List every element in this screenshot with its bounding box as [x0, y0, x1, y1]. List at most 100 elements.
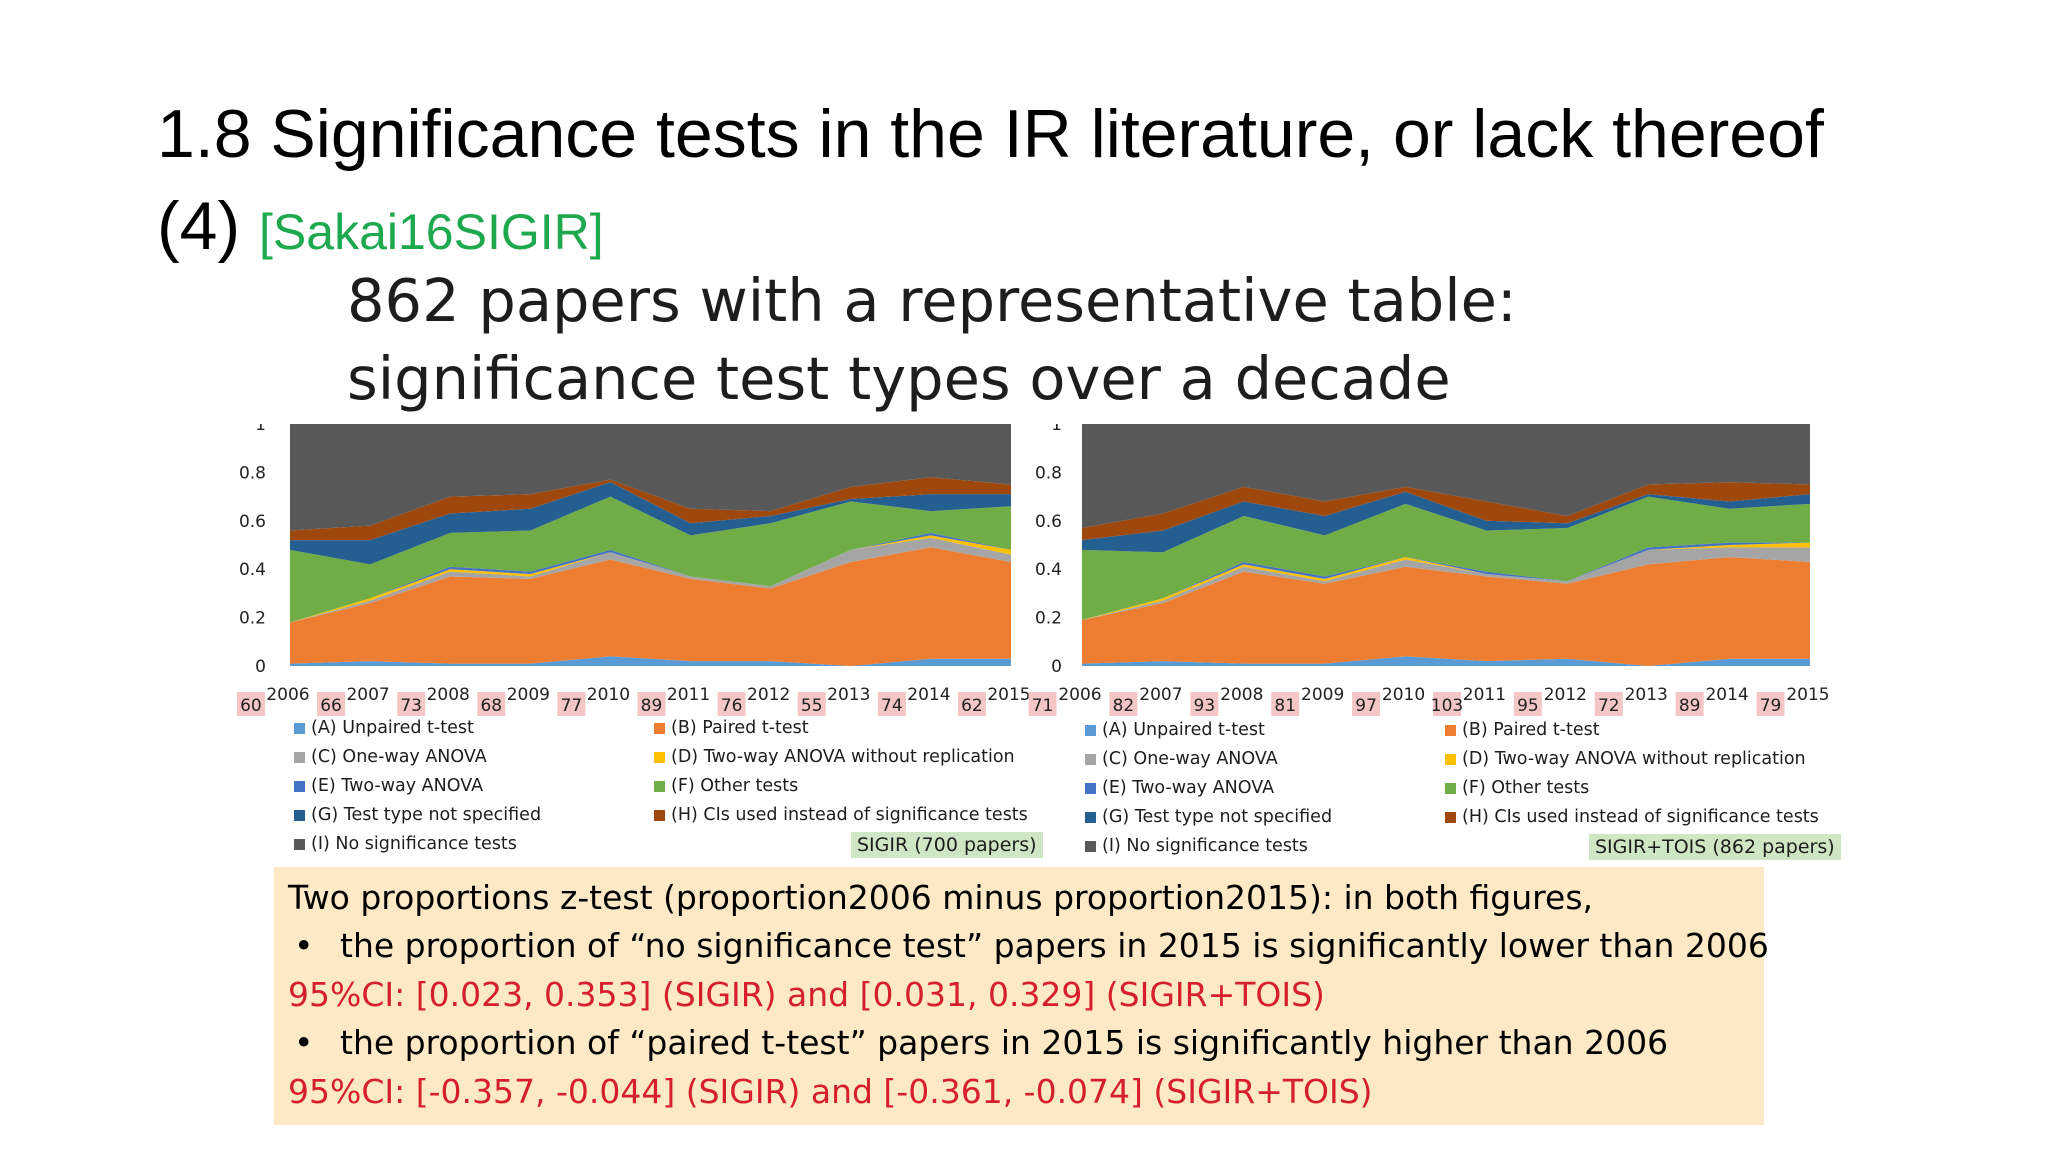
legend-label: (I) No significance tests	[311, 834, 517, 854]
legend-swatch	[294, 839, 305, 850]
x-tick-label: 2011	[667, 685, 710, 705]
y-tick-label: 0.8	[1035, 463, 1062, 483]
bullet-2: •	[294, 1023, 314, 1062]
legend-label: (E) Two-way ANOVA	[311, 776, 484, 796]
legend-item-G: (G) Test type not specified	[1085, 803, 1332, 832]
count-label: 79	[1760, 696, 1782, 716]
x-tick-label: 2007	[346, 685, 389, 705]
figure-panel: 862 papers with a representative table: …	[232, 262, 1854, 1130]
legend-swatch	[654, 810, 665, 821]
count-badge	[1594, 692, 1623, 716]
count-label: 73	[400, 696, 422, 716]
count-label: 55	[801, 696, 823, 716]
count-label: 66	[320, 696, 342, 716]
y-tick-label: 0	[255, 657, 266, 677]
area-series-C	[290, 537, 1011, 623]
legend-label: (H) CIs used instead of significance tes…	[671, 805, 1028, 825]
y-tick-label: 0.4	[1035, 560, 1062, 580]
legend-swatch	[294, 723, 305, 734]
legend-swatch	[1445, 754, 1456, 765]
legend-label: (H) CIs used instead of significance tes…	[1462, 807, 1819, 827]
charts-svg: 00.20.40.60.8120066020076620087320096820…	[236, 424, 1830, 716]
x-tick-label: 2009	[507, 685, 550, 705]
count-badge	[1028, 692, 1057, 716]
legend-item-A: (A) Unpaired t-test	[294, 714, 474, 743]
citation: [Sakai16SIGIR]	[259, 204, 604, 260]
x-tick-label: 2012	[747, 685, 790, 705]
slide-title: 1.8 Significance tests in the IR literat…	[157, 88, 1957, 278]
y-tick-label: 0.4	[239, 560, 266, 580]
legend-label: (I) No significance tests	[1102, 836, 1308, 856]
summary-point-1-text: the proportion of “no significance test”…	[340, 926, 1769, 965]
count-label: 72	[1598, 696, 1620, 716]
legend-item-A: (A) Unpaired t-test	[1085, 716, 1265, 745]
count-badge	[317, 692, 346, 716]
bullet-1: •	[294, 926, 314, 965]
legend-item-I: (I) No significance tests	[1085, 832, 1308, 861]
legend-swatch	[1085, 783, 1096, 794]
area-series-F	[290, 496, 1011, 623]
legend-label: (F) Other tests	[671, 776, 799, 796]
count-badge	[637, 692, 666, 716]
count-label: 97	[1355, 696, 1377, 716]
area-series-H	[290, 477, 1011, 541]
count-badge	[1109, 692, 1138, 716]
x-tick-label: 2008	[427, 685, 470, 705]
count-badge	[1756, 692, 1785, 716]
y-tick-label: 0.6	[1035, 512, 1062, 532]
x-tick-label: 2015	[987, 685, 1030, 705]
figure-heading: 862 papers with a representative table: …	[347, 262, 1517, 418]
count-badge	[557, 692, 586, 716]
legend-item-C: (C) One-way ANOVA	[1085, 745, 1278, 774]
legend-swatch	[294, 752, 305, 763]
count-label: 77	[561, 696, 583, 716]
summary-point-2: • the proportion of “paired t-test” paper…	[288, 1019, 1668, 1067]
legend-item-I: (I) No significance tests	[294, 830, 517, 859]
count-label: 95	[1517, 696, 1539, 716]
count-badge	[717, 692, 746, 716]
count-label: 76	[721, 696, 743, 716]
legend-item-F: (F) Other tests	[1445, 774, 1589, 803]
x-tick-label: 2013	[1625, 685, 1668, 705]
legend-swatch	[1085, 841, 1096, 852]
x-tick-label: 2010	[587, 685, 630, 705]
x-tick-label: 2015	[1786, 685, 1829, 705]
legend-swatch	[1445, 812, 1456, 823]
area-series-A	[1082, 656, 1810, 666]
x-tick-label: 2006	[266, 685, 309, 705]
y-tick-label: 0	[1051, 657, 1062, 677]
area-series-I	[290, 424, 1011, 531]
count-badge	[957, 692, 986, 716]
count-label: 60	[240, 696, 262, 716]
count-badge	[397, 692, 426, 716]
figure-heading-line1: 862 papers with a representative table:	[347, 266, 1517, 335]
legend-swatch	[654, 723, 665, 734]
area-series-F	[1082, 496, 1810, 621]
chart-tag-sigir: SIGIR (700 papers)	[851, 832, 1043, 858]
y-tick-label: 1	[255, 424, 266, 435]
legend-label: (D) Two-way ANOVA without replication	[671, 747, 1015, 767]
count-label: 93	[1194, 696, 1216, 716]
count-label: 62	[961, 696, 983, 716]
x-tick-label: 2014	[907, 685, 950, 705]
legend-label: (B) Paired t-test	[671, 718, 809, 738]
count-badge	[1352, 692, 1381, 716]
area-series-G	[290, 482, 1011, 565]
legend-label: (A) Unpaired t-test	[1102, 720, 1265, 740]
legend-sigir: (A) Unpaired t-test (B) Paired t-test (C) …	[294, 714, 1054, 864]
count-badge	[1190, 692, 1219, 716]
summary-ci-1: 95%CI: [0.023, 0.353] (SIGIR) and [0.031…	[288, 975, 1325, 1014]
area-series-C	[1082, 547, 1810, 621]
area-series-H	[1082, 482, 1810, 541]
count-badge	[477, 692, 506, 716]
legend-swatch	[654, 781, 665, 792]
legend-item-C: (C) One-way ANOVA	[294, 743, 487, 772]
area-series-G	[1082, 491, 1810, 553]
count-badge	[236, 692, 265, 716]
count-badge	[1271, 692, 1300, 716]
legend-label: (A) Unpaired t-test	[311, 718, 474, 738]
count-label: 82	[1113, 696, 1135, 716]
count-label: 89	[1679, 696, 1701, 716]
